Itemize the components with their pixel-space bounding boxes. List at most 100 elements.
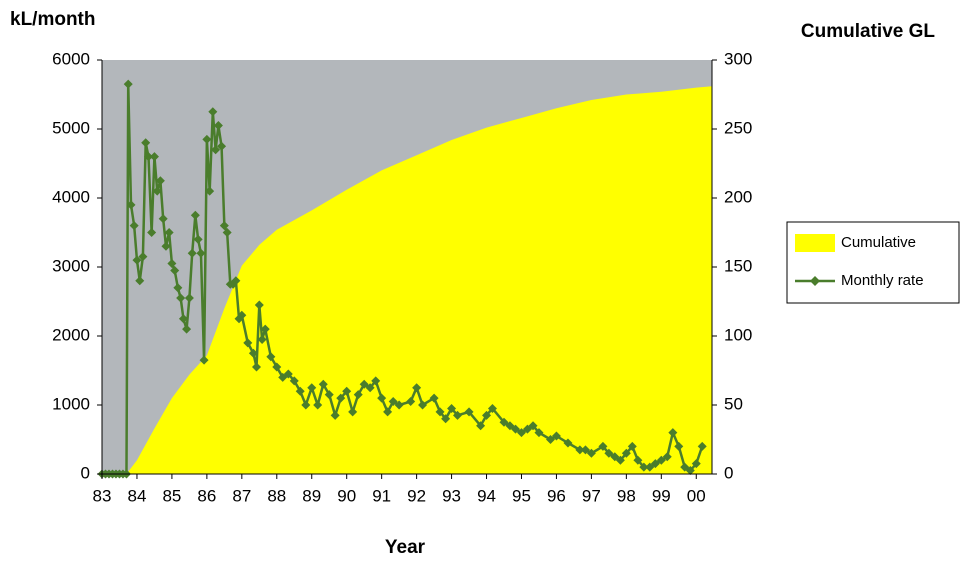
rate-marker (377, 393, 387, 403)
rate-marker (307, 383, 317, 393)
legend-marker (810, 276, 820, 286)
rate-marker (441, 414, 451, 424)
rate-marker (482, 410, 492, 420)
rate-marker (217, 141, 227, 151)
rate-marker (499, 417, 509, 427)
x-axis-title: Year (385, 537, 426, 558)
legend-label: Cumulative (841, 234, 916, 251)
rate-marker (522, 424, 532, 434)
y2-tick-label: 300 (724, 49, 752, 68)
y2-axis-title: Cumulative GL (801, 21, 935, 42)
rate-marker (202, 134, 212, 144)
rate-marker (406, 397, 416, 407)
rate-marker (586, 448, 596, 458)
rate-marker (213, 121, 223, 131)
rate-marker (383, 407, 393, 417)
y2-tick-label: 50 (724, 394, 743, 413)
rate-marker (164, 228, 174, 237)
rate-marker (126, 200, 136, 210)
rate-marker (394, 400, 404, 410)
rate-marker (511, 424, 521, 434)
x-tick-label: 98 (617, 486, 636, 505)
rate-marker (685, 466, 695, 476)
rate-marker (476, 421, 486, 431)
x-tick-label: 84 (127, 486, 146, 505)
rate-marker (336, 393, 346, 403)
rate-marker (371, 376, 381, 386)
rate-marker (187, 248, 197, 258)
rate-marker (348, 407, 358, 417)
rate-marker (132, 255, 142, 265)
rate-marker (167, 259, 177, 269)
x-tick-label: 90 (337, 486, 356, 505)
rate-marker (545, 435, 555, 444)
x-tick-label: 83 (93, 486, 112, 505)
rate-marker (178, 314, 188, 324)
rate-marker (604, 448, 614, 458)
rate-marker (453, 410, 463, 420)
rate-marker (243, 338, 253, 348)
x-tick-label: 93 (442, 486, 461, 505)
rate-marker (668, 428, 678, 438)
rate-marker (551, 431, 561, 441)
rate-marker (222, 228, 232, 237)
rate-marker (691, 459, 701, 469)
rate-marker (295, 386, 305, 396)
rate-marker (645, 462, 655, 472)
rate-marker (621, 448, 631, 458)
rate-marker (248, 348, 258, 358)
rate-marker (199, 355, 209, 365)
rate-marker (575, 445, 585, 455)
rate-marker (219, 221, 229, 231)
y-tick-label: 6000 (52, 49, 90, 68)
rate-marker (505, 421, 515, 431)
rate-marker (123, 79, 133, 89)
rate-marker (254, 300, 264, 310)
rate-marker (487, 403, 497, 413)
legend-swatch (795, 234, 835, 252)
x-tick-label: 92 (407, 486, 426, 505)
rate-marker (260, 324, 270, 334)
rate-marker (205, 186, 215, 196)
rate-marker (301, 400, 311, 410)
rate-marker (155, 176, 165, 186)
rate-marker (388, 397, 398, 407)
rate-marker (158, 214, 168, 224)
y-tick-label: 0 (81, 463, 90, 482)
y2-tick-label: 150 (724, 256, 752, 275)
x-tick-label: 99 (652, 486, 671, 505)
rate-marker (330, 410, 340, 420)
rate-marker (697, 441, 707, 451)
y2-tick-label: 200 (724, 187, 752, 206)
rate-marker (435, 407, 445, 417)
rate-marker (149, 152, 159, 162)
rate-marker (627, 441, 637, 451)
rate-marker (464, 407, 474, 417)
rate-marker (662, 452, 672, 462)
rate-marker (680, 462, 690, 472)
rate-marker (161, 241, 171, 251)
y2-tick-label: 250 (724, 118, 752, 137)
y-tick-label: 3000 (52, 256, 90, 275)
rate-marker (193, 234, 203, 244)
rate-marker (516, 428, 526, 438)
rate-marker (196, 248, 206, 258)
rate-marker (615, 455, 625, 465)
rate-marker (138, 252, 148, 262)
rate-marker (534, 428, 544, 438)
rate-marker (289, 376, 299, 386)
y-tick-label: 4000 (52, 187, 90, 206)
legend-label: Monthly rate (841, 272, 924, 289)
rate-marker (283, 369, 293, 379)
rate-marker (610, 452, 620, 462)
x-tick-label: 85 (162, 486, 181, 505)
rate-marker (639, 462, 649, 472)
rate-marker (278, 372, 288, 382)
x-tick-label: 86 (197, 486, 216, 505)
rate-marker (231, 276, 241, 286)
rate-marker (429, 393, 439, 403)
rate-marker (152, 186, 162, 196)
rate-marker (674, 441, 684, 451)
rate-marker (324, 390, 334, 400)
